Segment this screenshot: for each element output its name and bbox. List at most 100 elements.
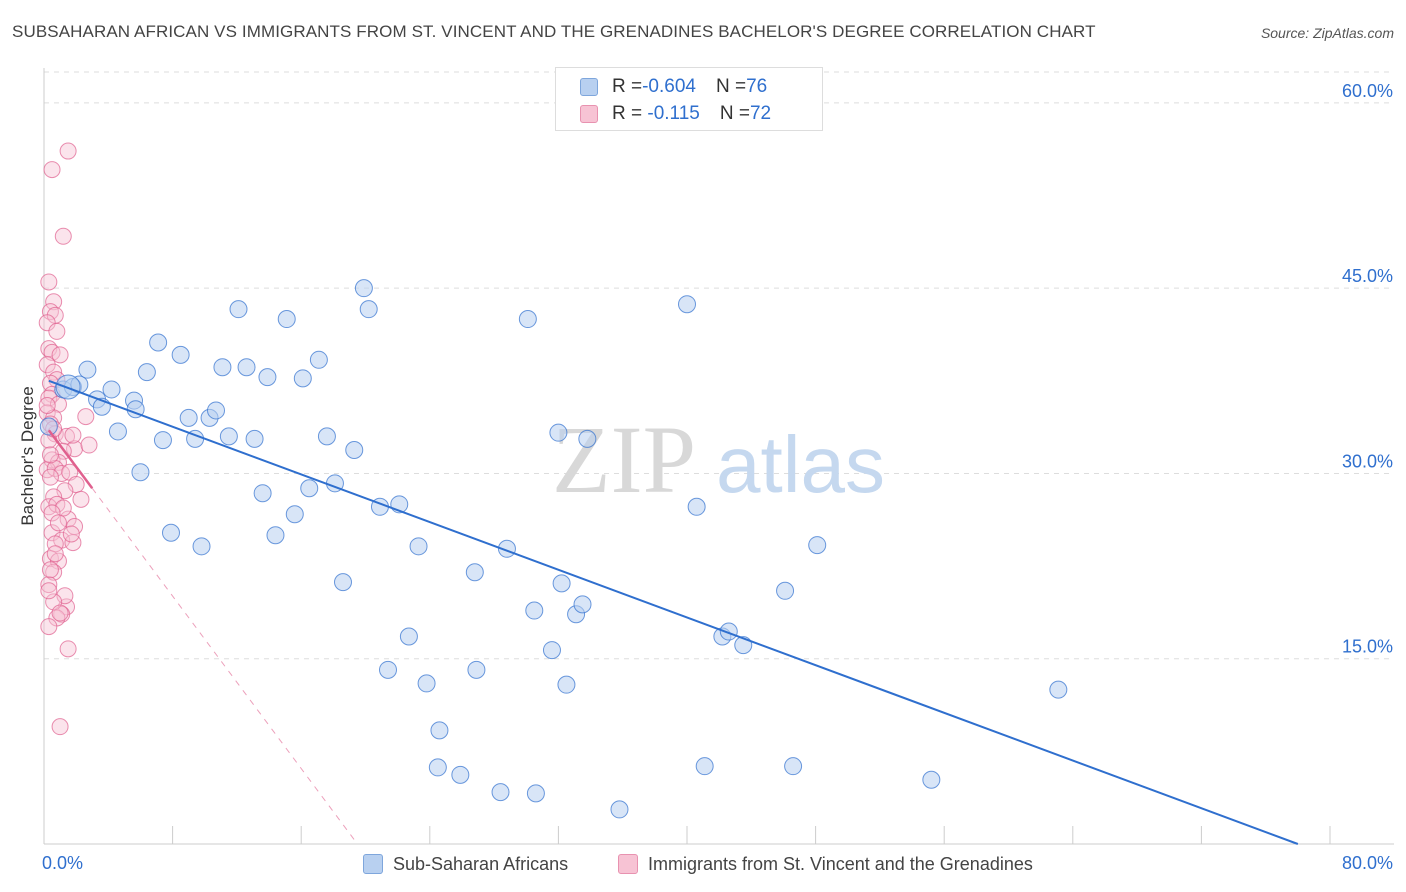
- data-point-subsaharan: [922, 770, 941, 789]
- data-point-subsaharan: [678, 295, 696, 314]
- x-tick-label: 0.0%: [42, 853, 83, 873]
- data-point-immigrants: [80, 436, 98, 454]
- data-point-immigrants: [41, 446, 59, 464]
- bottom-legend-label: Immigrants from St. Vincent and the Gren…: [648, 853, 1033, 874]
- data-point-subsaharan: [213, 358, 232, 377]
- axes: [43, 68, 1394, 845]
- data-point-immigrants: [40, 273, 58, 291]
- y-tick-label: 60.0%: [1342, 81, 1393, 101]
- trend-lines: [47, 379, 1299, 845]
- data-point-subsaharan: [695, 757, 714, 776]
- bottom-legend-swatch-blue: [363, 854, 383, 874]
- x-tick-labels: 0.0% 80.0%: [42, 853, 1393, 873]
- data-point-subsaharan: [131, 463, 150, 482]
- data-point-subsaharan: [557, 675, 576, 694]
- data-point-subsaharan: [309, 350, 328, 369]
- data-point-subsaharan: [808, 536, 827, 555]
- trend-line-immigrants-dashed: [91, 487, 358, 845]
- data-point-subsaharan: [525, 601, 544, 620]
- data-point-subsaharan: [137, 363, 156, 382]
- data-point-subsaharan: [192, 537, 211, 556]
- y-tick-label: 15.0%: [1342, 637, 1393, 657]
- watermark-zip: ZIP: [552, 406, 696, 513]
- data-point-immigrants: [48, 322, 66, 340]
- data-point-immigrants: [40, 576, 58, 594]
- data-point-immigrants: [41, 468, 59, 486]
- data-point-subsaharan: [149, 333, 168, 352]
- bottom-legend-label: Sub-Saharan Africans: [393, 853, 569, 874]
- correlation-legend: R = -0.604 N = 76 R = -0.115 N = 72: [555, 67, 823, 131]
- legend-n-label: N =: [715, 76, 747, 97]
- trend-line-subsaharan: [48, 379, 1299, 845]
- series-subsaharan-points: [39, 279, 1068, 819]
- data-point-subsaharan: [578, 429, 597, 448]
- data-point-immigrants: [77, 408, 95, 426]
- data-point-subsaharan: [1049, 680, 1068, 699]
- data-point-subsaharan: [428, 758, 447, 777]
- data-point-subsaharan: [465, 563, 484, 582]
- data-point-immigrants: [40, 618, 58, 636]
- data-point-subsaharan: [354, 279, 373, 298]
- data-point-subsaharan: [333, 573, 352, 592]
- data-point-subsaharan: [409, 537, 428, 556]
- data-point-subsaharan: [245, 429, 264, 448]
- data-point-immigrants: [51, 718, 69, 736]
- data-point-subsaharan: [39, 417, 58, 436]
- data-point-subsaharan: [300, 479, 319, 498]
- data-point-subsaharan: [171, 345, 190, 364]
- data-point-immigrants: [45, 593, 63, 611]
- data-point-subsaharan: [108, 422, 127, 441]
- legend-r-value: -0.115: [642, 103, 700, 124]
- data-point-immigrants: [59, 142, 77, 160]
- data-point-subsaharan: [784, 757, 803, 776]
- data-point-subsaharan: [518, 310, 537, 329]
- y-axis-label: Bachelor's Degree: [18, 386, 37, 525]
- data-point-immigrants: [46, 545, 64, 563]
- data-point-subsaharan: [719, 622, 738, 641]
- data-point-subsaharan: [237, 358, 256, 377]
- data-point-subsaharan: [285, 505, 304, 524]
- data-point-subsaharan: [317, 427, 336, 446]
- data-point-immigrants: [43, 161, 61, 179]
- legend-r-label: R =: [612, 76, 643, 97]
- data-point-subsaharan: [266, 526, 285, 545]
- watermark: ZIP atlas: [552, 406, 885, 513]
- data-point-subsaharan: [345, 440, 364, 459]
- data-point-immigrants: [59, 640, 77, 658]
- y-tick-label: 30.0%: [1342, 451, 1393, 471]
- y-tick-label: 45.0%: [1342, 266, 1393, 286]
- data-point-subsaharan: [776, 581, 795, 600]
- data-point-subsaharan: [573, 595, 592, 614]
- data-point-immigrants: [40, 582, 58, 600]
- data-point-subsaharan: [467, 660, 486, 679]
- data-point-subsaharan: [610, 800, 629, 819]
- data-point-subsaharan: [417, 674, 436, 693]
- legend-n-label: N =: [719, 103, 750, 124]
- data-point-subsaharan: [253, 484, 272, 503]
- legend-row-pink: R = -0.115 N = 72: [556, 101, 771, 127]
- data-point-subsaharan: [451, 765, 470, 784]
- trend-line-immigrants: [47, 429, 94, 490]
- bottom-legend-swatch-pink: [618, 854, 638, 874]
- data-point-immigrants: [38, 314, 56, 332]
- data-point-subsaharan: [102, 380, 121, 399]
- legend-n-value: 76: [746, 76, 768, 97]
- data-point-subsaharan: [219, 427, 238, 446]
- data-point-subsaharan: [542, 641, 561, 660]
- source-label: Source: ZipAtlas.com: [1260, 25, 1394, 41]
- data-point-immigrants: [38, 397, 56, 415]
- data-point-immigrants: [51, 604, 69, 622]
- data-point-subsaharan: [161, 523, 180, 542]
- bottom-legend-item-subsaharan: Sub-Saharan Africans: [363, 851, 568, 877]
- data-point-immigrants: [62, 525, 80, 543]
- legend-swatch-pink: [580, 105, 598, 123]
- data-point-subsaharan: [379, 660, 398, 679]
- data-point-immigrants: [49, 514, 67, 532]
- data-point-subsaharan: [293, 369, 312, 388]
- data-point-immigrants: [66, 440, 84, 458]
- data-point-subsaharan: [552, 574, 571, 593]
- data-point-immigrants: [45, 293, 63, 311]
- data-point-subsaharan: [229, 300, 248, 319]
- bottom-legend-item-immigrants: Immigrants from St. Vincent and the Gren…: [618, 851, 1033, 877]
